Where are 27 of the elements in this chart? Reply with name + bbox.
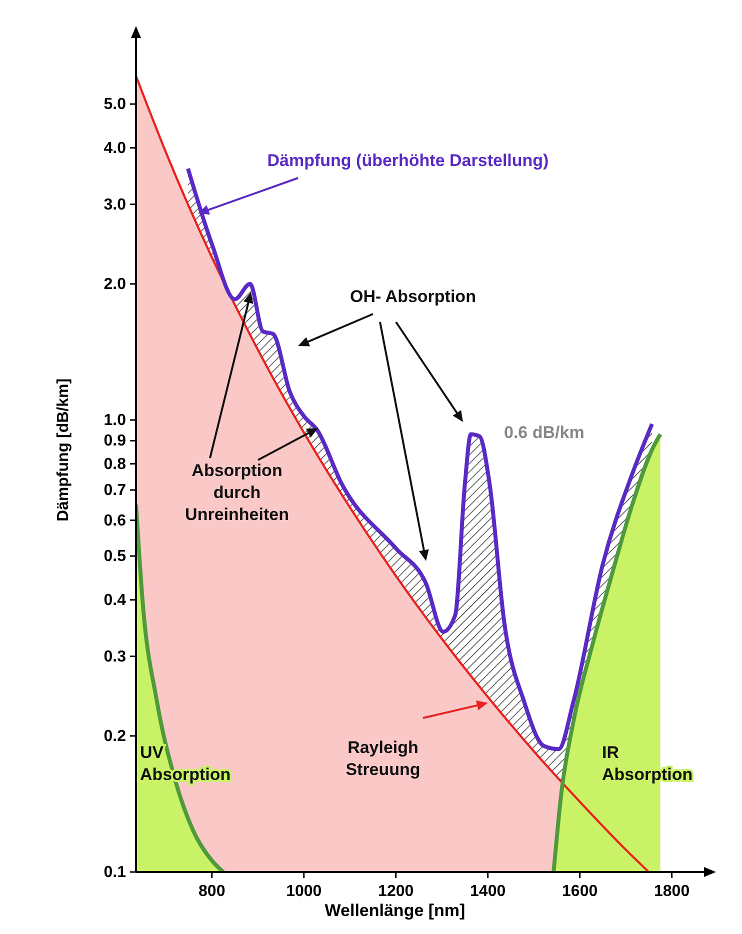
y-tick-label: 2.0 xyxy=(104,276,126,293)
y-tick-label: 3.0 xyxy=(104,196,126,214)
x-tick-label: 1000 xyxy=(286,883,322,900)
y-tick-label: 0.4 xyxy=(104,592,126,609)
y-tick-label: 5.0 xyxy=(104,96,126,114)
x-tick-label: 1800 xyxy=(654,883,690,900)
x-tick-label: 1600 xyxy=(562,883,598,900)
y-tick-label: 0.5 xyxy=(104,548,126,566)
y-tick-label: 0.3 xyxy=(104,648,126,666)
y-tick-label: 4.0 xyxy=(104,140,126,157)
x-axis-title: Wellenlänge [nm] xyxy=(324,901,466,920)
y-tick-label: 0.7 xyxy=(104,482,126,500)
y-tick-label: 0.2 xyxy=(104,728,126,745)
x-tick-label: 1200 xyxy=(378,883,414,900)
y-tick-label: 0.6 xyxy=(104,512,126,530)
y-axis-title: Dämpfung [dB/km] xyxy=(55,378,72,522)
text: Dämpfung (überhöhte Darstellung) xyxy=(267,151,549,170)
y-tick-label: 1.0 xyxy=(104,412,126,429)
series-label: Rayleigh Streuung xyxy=(346,738,420,779)
y-tick-label: 0.8 xyxy=(104,456,126,473)
x-tick-label: 1400 xyxy=(470,883,506,900)
y-tick-label: 0.1 xyxy=(104,864,126,881)
annotation: 0.6 dB/km xyxy=(504,423,584,442)
x-tick-label: 800 xyxy=(198,883,226,900)
annotation: Absorption durch Unreinheiten xyxy=(185,461,289,524)
y-tick-label: 0.9 xyxy=(104,432,126,450)
annotation: OH- Absorption xyxy=(350,287,476,306)
